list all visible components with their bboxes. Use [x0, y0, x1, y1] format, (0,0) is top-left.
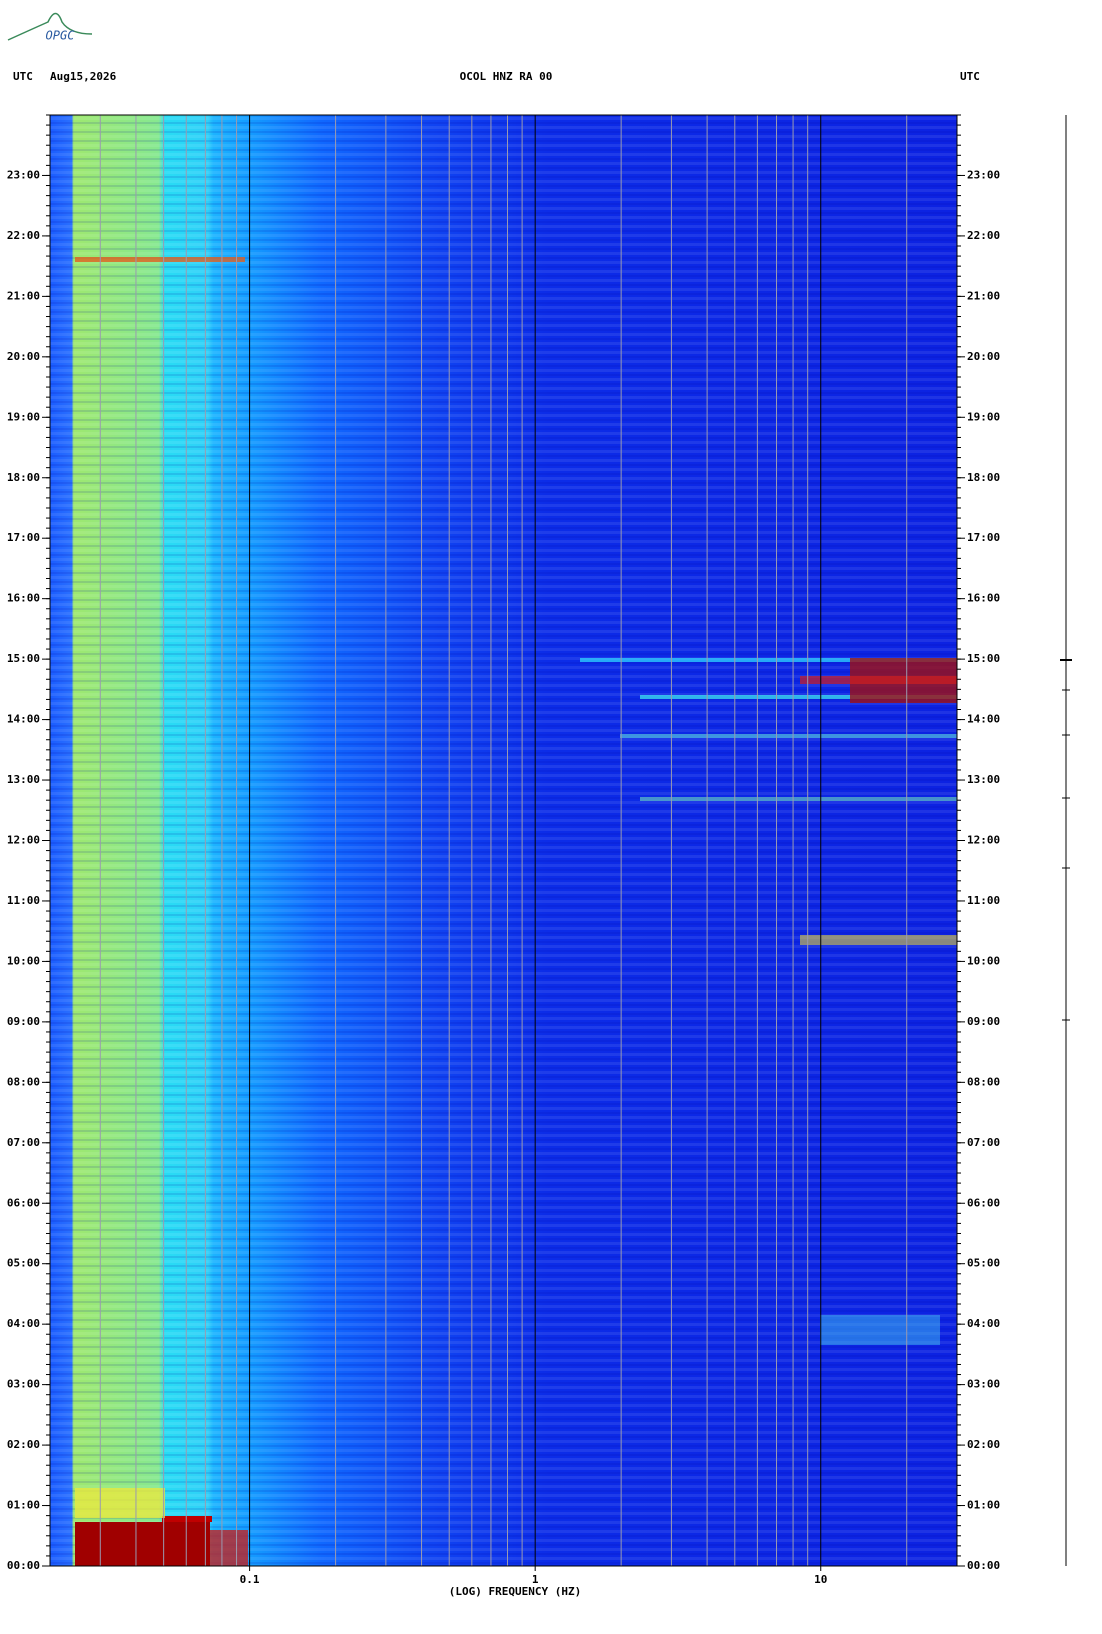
spectrogram-image [50, 115, 957, 1566]
y-tick-label: 14:00 [7, 713, 40, 726]
x-tick-label: 0.1 [240, 1573, 260, 1586]
y-tick-label: 12:00 [7, 834, 40, 847]
y-tick-label: 02:00 [967, 1438, 1000, 1451]
logo: OPGC [7, 12, 93, 43]
y-tick-label: 06:00 [967, 1196, 1000, 1209]
logo-text: OPGC [46, 29, 76, 43]
y-tick-label: 12:00 [967, 834, 1000, 847]
y-tick-label: 20:00 [967, 350, 1000, 363]
y-tick-label: 04:00 [967, 1317, 1000, 1330]
x-tick-label: 10 [814, 1573, 827, 1586]
y-tick-label: 23:00 [7, 168, 40, 181]
right-label: UTC [960, 70, 980, 83]
y-tick-label: 07:00 [7, 1136, 40, 1149]
y-tick-label: 01:00 [967, 1499, 1000, 1512]
trace [1060, 115, 1072, 1566]
y-tick-label: 17:00 [967, 531, 1000, 544]
y-tick-label: 09:00 [7, 1015, 40, 1028]
y-tick-label: 17:00 [7, 531, 40, 544]
y-tick-label: 16:00 [967, 592, 1000, 605]
y-tick-label: 22:00 [7, 229, 40, 242]
y-tick-label: 08:00 [967, 1075, 1000, 1088]
y-tick-label: 10:00 [967, 954, 1000, 967]
y-tick-label: 18:00 [7, 471, 40, 484]
y-tick-label: 19:00 [967, 410, 1000, 423]
x-tick-label: 1 [532, 1573, 539, 1586]
y-tick-label: 21:00 [967, 289, 1000, 302]
y-tick-label: 13:00 [7, 773, 40, 786]
y-tick-label: 00:00 [967, 1559, 1000, 1572]
y-tick-label: 10:00 [7, 954, 40, 967]
y-tick-label: 09:00 [967, 1015, 1000, 1028]
y-tick-label: 11:00 [967, 894, 1000, 907]
y-tick-label: 19:00 [7, 410, 40, 423]
y-tick-label: 11:00 [7, 894, 40, 907]
y-tick-label: 02:00 [7, 1438, 40, 1451]
x-axis-label: (LOG) FREQUENCY (HZ) [449, 1585, 581, 1598]
y-tick-label: 08:00 [7, 1075, 40, 1088]
y-tick-label: 23:00 [967, 168, 1000, 181]
y-tick-label: 06:00 [7, 1196, 40, 1209]
y-tick-label: 15:00 [7, 652, 40, 665]
y-tick-label: 00:00 [7, 1559, 40, 1572]
y-tick-label: 04:00 [7, 1317, 40, 1330]
y-tick-label: 13:00 [967, 773, 1000, 786]
y-tick-label: 21:00 [7, 289, 40, 302]
left-label: UTC [13, 70, 33, 83]
y-tick-label: 14:00 [967, 713, 1000, 726]
plot-frame [49, 114, 958, 1567]
y-tick-label: 18:00 [967, 471, 1000, 484]
chart-title: OCOL HNZ RA 00 [460, 70, 553, 83]
y-tick-label: 01:00 [7, 1499, 40, 1512]
y-tick-label: 22:00 [967, 229, 1000, 242]
axes: 0.1 1 10 00:00 00:00 01:00 01:00 02:00 02:00 03:0… [7, 114, 1000, 1586]
date: Aug15,2026 [50, 70, 117, 83]
y-tick-label: 05:00 [967, 1257, 1000, 1270]
y-tick-label: 03:00 [967, 1378, 1000, 1391]
y-tick-label: 07:00 [967, 1136, 1000, 1149]
y-tick-label: 20:00 [7, 350, 40, 363]
y-tick-label: 03:00 [7, 1378, 40, 1391]
y-tick-label: 16:00 [7, 592, 40, 605]
y-tick-label: 05:00 [7, 1257, 40, 1270]
y-tick-label: 15:00 [967, 652, 1000, 665]
